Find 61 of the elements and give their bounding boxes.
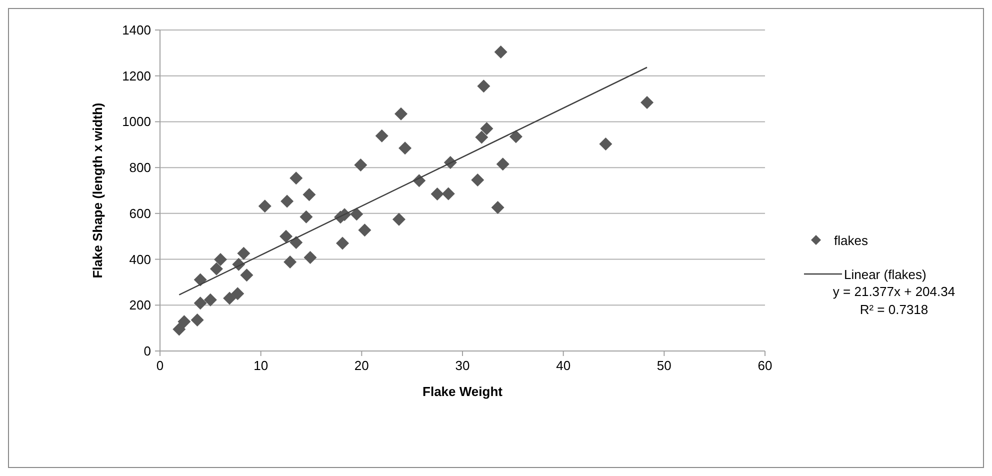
point: [280, 194, 294, 208]
point: [394, 107, 408, 120]
point: [398, 142, 412, 155]
y-tick-label: 1200: [122, 68, 151, 84]
point: [231, 287, 244, 300]
x-tick-label: 50: [656, 358, 672, 373]
y-tick-label: 1000: [122, 114, 151, 130]
point: [194, 273, 207, 286]
point: [496, 158, 510, 171]
point: [300, 210, 313, 224]
y-tick-label: 1400: [122, 22, 151, 38]
y-tick-label: 0: [144, 344, 151, 358]
point: [204, 293, 217, 306]
point: [640, 96, 654, 109]
legend-label: Linear (flakes): [844, 267, 926, 282]
point: [442, 187, 455, 200]
text: y = 21.377x + 204.34: [832, 284, 956, 299]
point: [284, 256, 297, 269]
point: [477, 80, 490, 93]
point: [350, 208, 364, 221]
x-tick-label: 20: [354, 358, 369, 373]
x-tick-label: 10: [254, 358, 268, 373]
point: [304, 250, 317, 264]
text: R² = 0.7318: [860, 302, 928, 317]
y-tick-label: 800: [129, 160, 151, 176]
point: [354, 158, 368, 172]
point: [258, 200, 272, 213]
point: [599, 137, 612, 150]
point: [280, 230, 293, 243]
point: [471, 173, 484, 186]
point: [392, 212, 406, 226]
point: [491, 200, 504, 214]
point: [237, 246, 250, 260]
point: [509, 130, 522, 144]
point: [494, 46, 508, 59]
point: [223, 292, 236, 305]
point: [214, 253, 227, 266]
y-tick-label: 200: [129, 298, 151, 313]
point: [336, 236, 350, 250]
point: [190, 314, 204, 327]
legend-label: flakes: [834, 233, 868, 248]
point: [172, 322, 186, 336]
x-tick-label: 60: [758, 358, 772, 373]
point: [358, 224, 372, 237]
x-tick-label: 40: [556, 358, 571, 373]
point: [475, 130, 488, 144]
y-tick-label: 400: [129, 252, 151, 267]
y-tick-label: 600: [129, 206, 151, 221]
point: [178, 315, 191, 328]
y-axis-title: Flake Shape (length x width): [90, 102, 105, 278]
x-tick-label: 30: [455, 358, 470, 373]
x-axis-title: Flake Weight: [422, 384, 504, 399]
point: [480, 122, 494, 136]
x-tick-label: 0: [156, 358, 164, 373]
point: [430, 187, 444, 200]
point: [302, 188, 316, 202]
point: [290, 172, 303, 185]
point: [240, 268, 254, 282]
point: [375, 129, 388, 142]
point: [194, 296, 207, 310]
point: [210, 262, 223, 276]
